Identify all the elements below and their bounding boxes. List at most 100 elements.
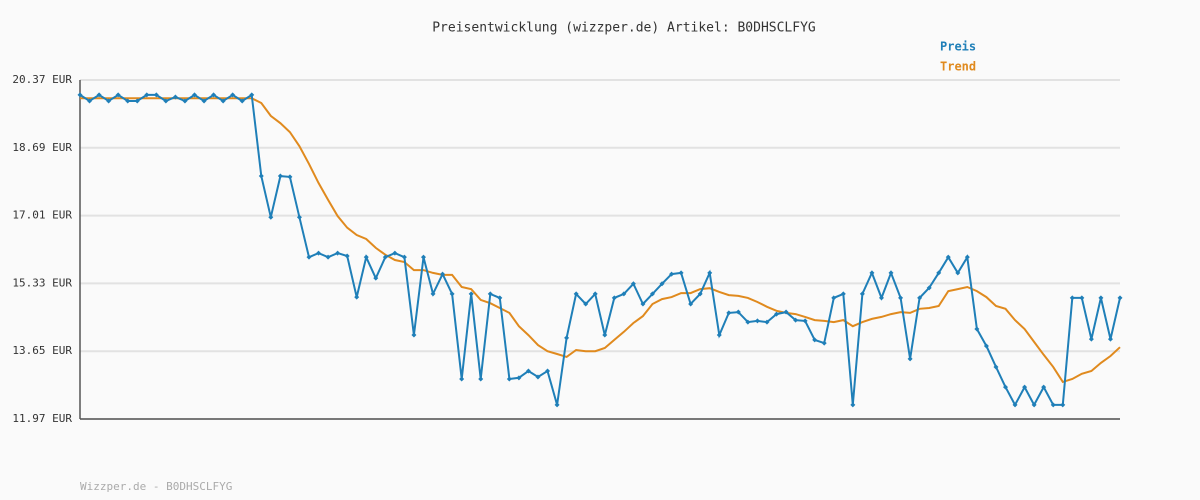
point bbox=[440, 271, 446, 277]
point bbox=[754, 318, 760, 324]
point bbox=[487, 291, 493, 297]
point bbox=[793, 317, 799, 323]
y-tick-label: 15.33 EUR bbox=[12, 276, 72, 289]
point bbox=[525, 368, 531, 374]
point bbox=[602, 332, 608, 338]
point bbox=[1117, 295, 1123, 301]
point bbox=[859, 291, 865, 297]
point bbox=[77, 92, 83, 98]
point bbox=[716, 332, 722, 338]
point bbox=[802, 318, 808, 324]
legend-label: Trend bbox=[940, 60, 976, 74]
point bbox=[1088, 336, 1094, 342]
point bbox=[182, 98, 188, 104]
point bbox=[926, 285, 932, 291]
point bbox=[678, 270, 684, 276]
point bbox=[430, 291, 436, 297]
footer: Wizzper.de - B0DHSCLFYG bbox=[80, 480, 232, 493]
point bbox=[917, 295, 923, 301]
point bbox=[277, 173, 283, 179]
point bbox=[96, 92, 102, 98]
line-1 bbox=[80, 97, 1121, 384]
point bbox=[325, 254, 331, 260]
point bbox=[659, 281, 665, 287]
point bbox=[1069, 295, 1075, 301]
point bbox=[1050, 402, 1056, 408]
point bbox=[821, 340, 827, 346]
point bbox=[382, 254, 388, 260]
point bbox=[1012, 402, 1018, 408]
point bbox=[115, 92, 121, 98]
point bbox=[249, 92, 255, 98]
point bbox=[974, 326, 980, 332]
point bbox=[163, 98, 169, 104]
point bbox=[516, 375, 522, 381]
point bbox=[688, 301, 694, 307]
point bbox=[411, 332, 417, 338]
y-tick-label: 18.69 EUR bbox=[12, 141, 72, 154]
point bbox=[392, 250, 398, 256]
point bbox=[1031, 402, 1037, 408]
point bbox=[354, 294, 360, 300]
point bbox=[373, 275, 379, 281]
point bbox=[1098, 295, 1104, 301]
point bbox=[401, 254, 407, 260]
point bbox=[1022, 384, 1028, 390]
point bbox=[268, 214, 274, 220]
point bbox=[774, 311, 780, 317]
chart-title: Preisentwicklung (wizzper.de) Artikel: B… bbox=[432, 21, 816, 36]
y-tick-label: 13.65 EUR bbox=[12, 344, 72, 357]
point bbox=[812, 337, 818, 343]
point bbox=[211, 92, 217, 98]
y-tick-label: 17.01 EUR bbox=[12, 209, 72, 222]
point bbox=[296, 214, 302, 220]
point bbox=[172, 94, 178, 100]
point bbox=[735, 309, 741, 315]
point bbox=[1041, 384, 1047, 390]
point bbox=[239, 98, 245, 104]
point bbox=[258, 173, 264, 179]
point bbox=[554, 402, 560, 408]
point bbox=[335, 250, 341, 256]
point bbox=[497, 295, 503, 301]
point bbox=[669, 271, 675, 277]
point bbox=[564, 335, 570, 341]
point bbox=[983, 343, 989, 349]
point bbox=[630, 281, 636, 287]
point bbox=[621, 291, 627, 297]
point bbox=[459, 376, 465, 382]
point bbox=[506, 376, 512, 382]
point bbox=[134, 98, 140, 104]
point bbox=[993, 364, 999, 370]
point bbox=[964, 254, 970, 260]
line-0 bbox=[79, 93, 1121, 408]
point bbox=[1079, 295, 1085, 301]
y-tick-label: 20.37 EUR bbox=[12, 73, 72, 86]
point bbox=[726, 310, 732, 316]
point bbox=[1107, 336, 1113, 342]
point bbox=[316, 250, 322, 256]
point bbox=[230, 92, 236, 98]
point bbox=[898, 295, 904, 301]
point bbox=[888, 270, 894, 276]
point bbox=[201, 98, 207, 104]
point bbox=[869, 270, 875, 276]
point bbox=[878, 295, 884, 301]
point bbox=[936, 270, 942, 276]
point bbox=[306, 254, 312, 260]
point bbox=[764, 319, 770, 325]
point bbox=[907, 356, 913, 362]
point bbox=[106, 98, 112, 104]
point bbox=[191, 92, 197, 98]
point bbox=[363, 254, 369, 260]
point bbox=[592, 291, 598, 297]
legend-label: Preis bbox=[940, 40, 976, 54]
point bbox=[611, 295, 617, 301]
point bbox=[144, 92, 150, 98]
point bbox=[649, 291, 655, 297]
point bbox=[478, 376, 484, 382]
point bbox=[1060, 402, 1066, 408]
